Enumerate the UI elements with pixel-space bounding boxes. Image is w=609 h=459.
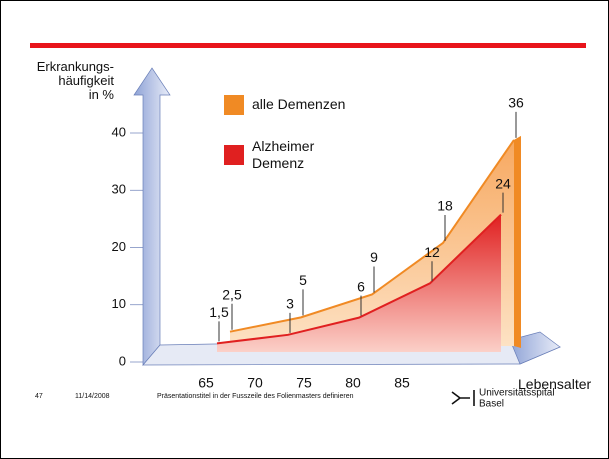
x-tick-label: 70	[247, 375, 263, 391]
data-label: 18	[437, 198, 453, 214]
data-label: 5	[299, 272, 307, 288]
legend-swatch	[224, 145, 244, 165]
logo-line2: Basel	[479, 399, 504, 410]
data-label: 3	[286, 296, 294, 312]
line	[216, 213, 502, 345]
y-tick-label: 30	[112, 182, 126, 197]
header-rule	[30, 43, 586, 48]
x-axis-arrow	[509, 331, 561, 365]
legend-swatch	[224, 95, 244, 115]
data-label: 24	[495, 175, 511, 191]
area-side	[514, 135, 521, 348]
legend-label: alle Demenzen	[252, 96, 346, 112]
date: 11/14/2008	[75, 393, 110, 400]
line	[229, 139, 515, 333]
data-label: 1,5	[209, 304, 229, 320]
area	[217, 214, 501, 352]
logo-icon	[451, 390, 475, 406]
x-tick-label: 65	[198, 375, 214, 391]
x-tick-label: 80	[345, 375, 361, 391]
data-label: 12	[424, 244, 440, 260]
y-axis-label: Erkrankungs- häufigkeit in %	[36, 59, 114, 102]
page-number: 47	[35, 393, 43, 400]
data-label: 36	[508, 95, 524, 111]
logo-line1: Universitätsspital	[479, 388, 555, 399]
y-tick-label: 0	[119, 353, 126, 368]
legend-label: Alzheimer Demenz	[252, 138, 315, 171]
footer-text: Präsentationstitel in der Fusszeile des …	[157, 393, 354, 400]
y-tick-label: 10	[112, 296, 126, 311]
data-label: 2,5	[222, 286, 242, 302]
x-tick-label: 75	[296, 375, 312, 391]
x-axis-label: Lebensalter	[518, 376, 592, 392]
data-label: 9	[370, 249, 378, 265]
x-tick-label: 85	[394, 375, 410, 391]
y-tick-label: 20	[112, 239, 126, 254]
y-tick-label: 40	[112, 124, 126, 139]
data-label: 6	[357, 278, 365, 294]
y-axis-3d	[133, 67, 171, 366]
